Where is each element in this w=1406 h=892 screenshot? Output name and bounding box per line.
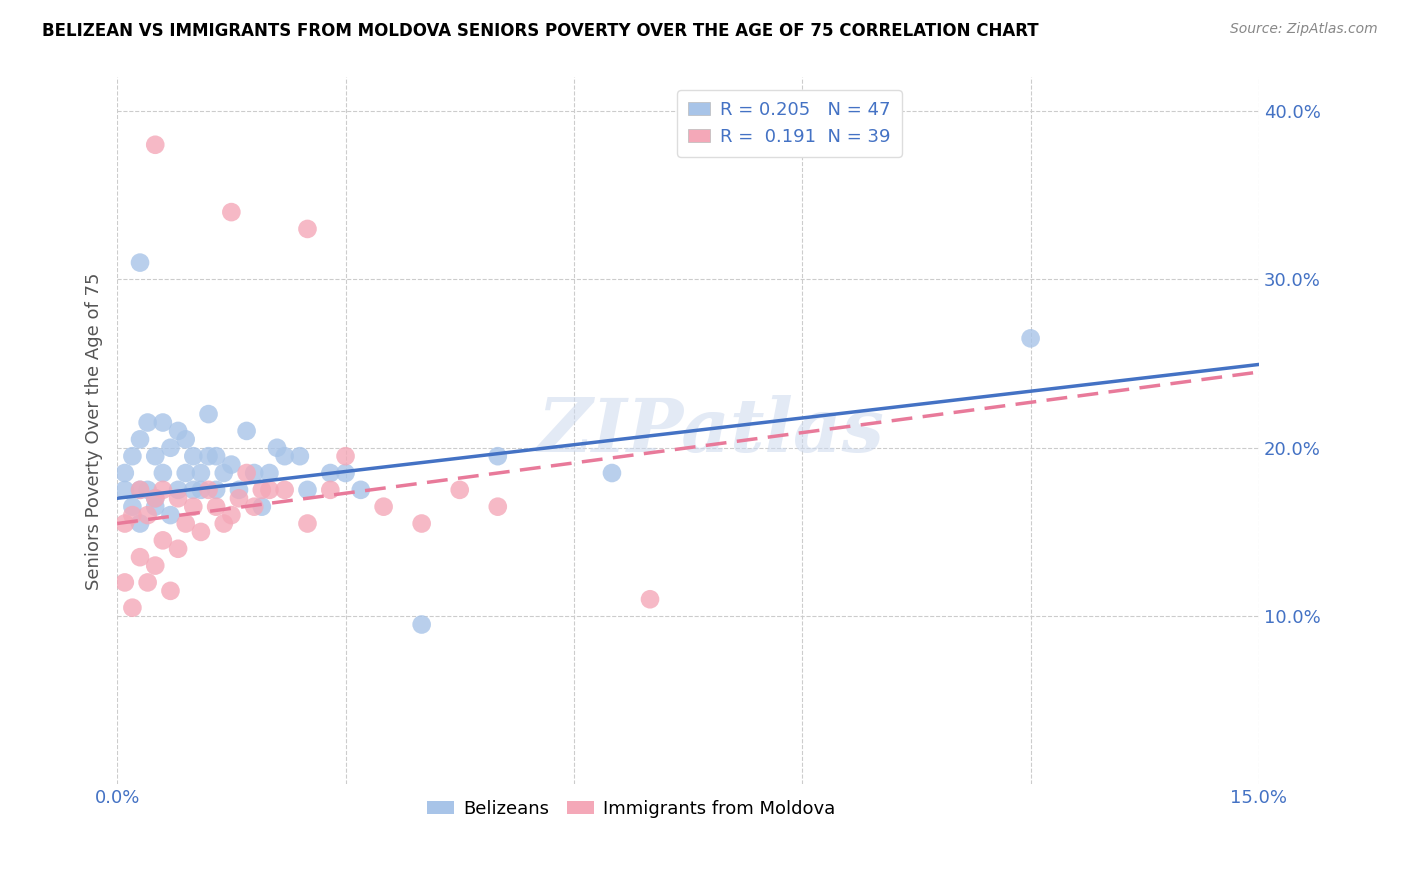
Point — [197, 483, 219, 497]
Point — [205, 500, 228, 514]
Point — [159, 583, 181, 598]
Point — [190, 466, 212, 480]
Point — [121, 508, 143, 522]
Y-axis label: Seniors Poverty Over the Age of 75: Seniors Poverty Over the Age of 75 — [86, 272, 103, 590]
Point — [243, 500, 266, 514]
Point — [273, 449, 295, 463]
Point — [143, 491, 166, 506]
Point — [159, 508, 181, 522]
Point — [114, 466, 136, 480]
Point — [205, 483, 228, 497]
Point — [205, 449, 228, 463]
Point — [136, 416, 159, 430]
Text: BELIZEAN VS IMMIGRANTS FROM MOLDOVA SENIORS POVERTY OVER THE AGE OF 75 CORRELATI: BELIZEAN VS IMMIGRANTS FROM MOLDOVA SENI… — [42, 22, 1039, 40]
Point — [297, 483, 319, 497]
Point — [297, 222, 319, 236]
Point — [181, 483, 204, 497]
Point — [136, 483, 159, 497]
Point — [136, 575, 159, 590]
Point — [152, 466, 174, 480]
Point — [486, 449, 509, 463]
Point — [174, 516, 197, 531]
Point — [129, 516, 152, 531]
Point — [273, 483, 295, 497]
Point — [114, 516, 136, 531]
Point — [167, 483, 190, 497]
Point — [221, 205, 243, 219]
Point — [136, 508, 159, 522]
Point — [288, 449, 311, 463]
Point — [335, 466, 357, 480]
Point — [373, 500, 395, 514]
Point — [114, 483, 136, 497]
Point — [235, 466, 257, 480]
Point — [297, 516, 319, 531]
Point — [259, 483, 281, 497]
Point — [243, 466, 266, 480]
Point — [174, 433, 197, 447]
Point — [190, 524, 212, 539]
Point — [221, 508, 243, 522]
Point — [152, 533, 174, 548]
Point — [486, 500, 509, 514]
Point — [212, 466, 235, 480]
Point — [143, 137, 166, 152]
Point — [638, 592, 661, 607]
Point — [197, 449, 219, 463]
Text: ZIPatlas: ZIPatlas — [537, 394, 884, 467]
Point — [600, 466, 623, 480]
Point — [212, 516, 235, 531]
Text: Source: ZipAtlas.com: Source: ZipAtlas.com — [1230, 22, 1378, 37]
Point — [167, 491, 190, 506]
Point — [319, 483, 342, 497]
Point — [250, 483, 273, 497]
Legend: Belizeans, Immigrants from Moldova: Belizeans, Immigrants from Moldova — [419, 792, 842, 825]
Point — [181, 449, 204, 463]
Point — [259, 466, 281, 480]
Point — [350, 483, 373, 497]
Point — [197, 407, 219, 421]
Point — [190, 483, 212, 497]
Point — [319, 466, 342, 480]
Point — [221, 458, 243, 472]
Point — [159, 441, 181, 455]
Point — [129, 255, 152, 269]
Point — [228, 491, 250, 506]
Point — [114, 575, 136, 590]
Point — [449, 483, 471, 497]
Point — [266, 441, 288, 455]
Point — [143, 500, 166, 514]
Point — [121, 500, 143, 514]
Point — [228, 483, 250, 497]
Point — [143, 449, 166, 463]
Point — [411, 617, 433, 632]
Point — [250, 500, 273, 514]
Point — [235, 424, 257, 438]
Point — [174, 466, 197, 480]
Point — [167, 424, 190, 438]
Point — [129, 550, 152, 565]
Point — [167, 541, 190, 556]
Point — [129, 483, 152, 497]
Point — [152, 416, 174, 430]
Point — [152, 483, 174, 497]
Point — [143, 558, 166, 573]
Point — [129, 483, 152, 497]
Point — [181, 500, 204, 514]
Point — [335, 449, 357, 463]
Point — [411, 516, 433, 531]
Point — [143, 491, 166, 506]
Point — [129, 433, 152, 447]
Point — [121, 600, 143, 615]
Point — [121, 449, 143, 463]
Point — [1019, 331, 1042, 345]
